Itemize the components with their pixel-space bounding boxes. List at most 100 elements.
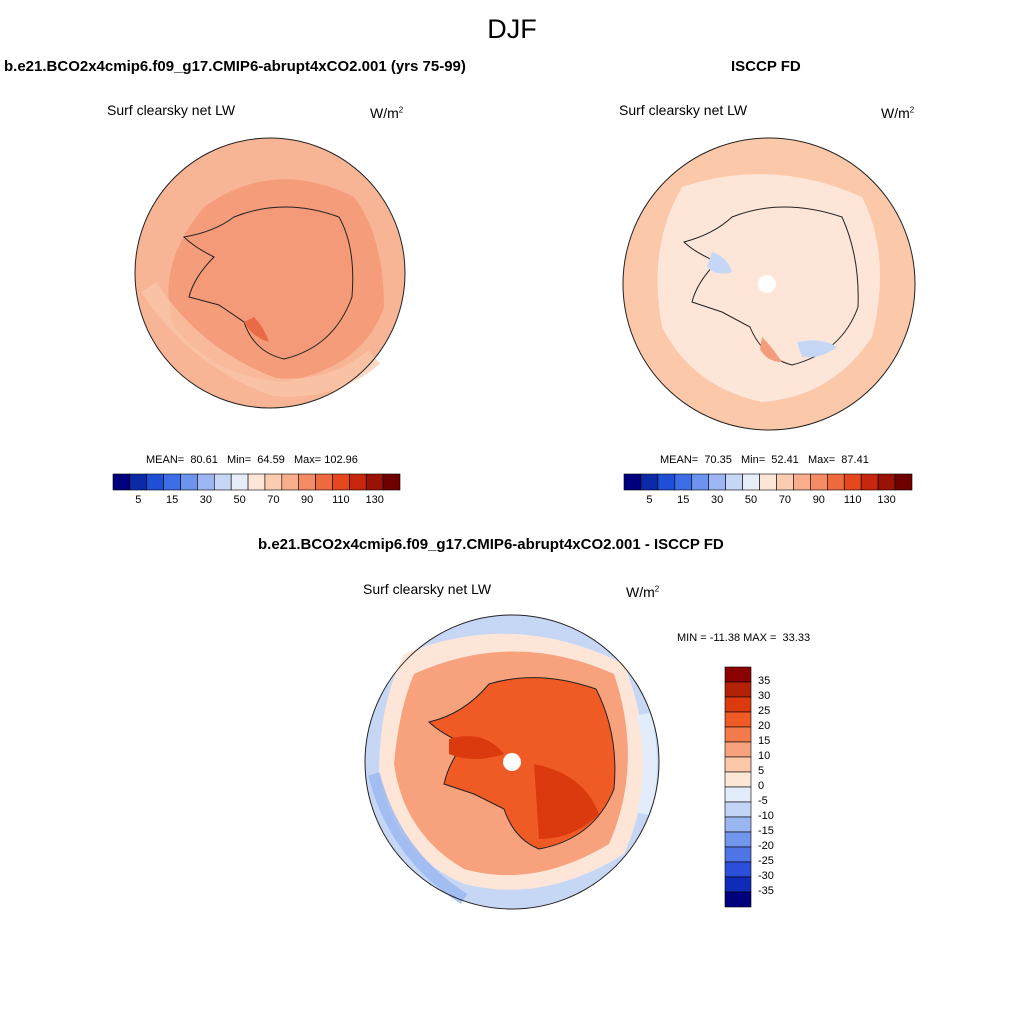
colorbar-cell — [247, 473, 266, 491]
colorbar-tick-label: 110 — [843, 494, 862, 506]
colorbar-cell — [332, 473, 350, 491]
colorbar-cell — [724, 726, 752, 743]
colorbar-cell — [281, 473, 300, 491]
panel-obs-variable: Surf clearsky net LW — [619, 102, 748, 118]
colorbar-cell — [724, 861, 752, 878]
panel-diff-units: W/m2 — [626, 584, 660, 600]
colorbar-cell — [860, 473, 879, 491]
colorbar-cell — [724, 801, 752, 818]
colorbar-cell — [826, 473, 845, 491]
colorbar-tick-label: 70 — [778, 494, 792, 506]
colorbar-cell — [724, 876, 752, 893]
colorbar-tick-label: 30 — [199, 494, 212, 506]
colorbar-tick-label: 0 — [758, 780, 765, 792]
colorbar-tick-label: 25 — [758, 705, 771, 717]
panel-model-colorbar — [112, 473, 401, 491]
colorbar-cell — [315, 473, 333, 491]
panel-model-stats: MEAN= 80.61 Min= 64.59 Max= 102.96 — [146, 454, 358, 466]
colorbar-tick-label: -15 — [758, 825, 774, 837]
colorbar-cell — [146, 473, 164, 491]
colorbar-cell — [264, 473, 283, 491]
colorbar-cell — [213, 473, 232, 491]
colorbar-tick-label: 90 — [812, 494, 825, 506]
panel-diff-variable: Surf clearsky net LW — [363, 581, 492, 597]
colorbar-cell — [776, 473, 794, 491]
panel-obs-title: ISCCP FD — [731, 58, 801, 75]
colorbar-cell — [623, 473, 642, 491]
colorbar-tick-label: 15 — [677, 494, 690, 506]
colorbar-cell — [724, 816, 752, 833]
colorbar-tick-label: 20 — [758, 720, 771, 732]
panel-model-map — [134, 137, 406, 409]
panel-diff-title: b.e21.BCO2x4cmip6.f09_g17.CMIP6-abrupt4x… — [258, 536, 724, 553]
colorbar-cell — [724, 771, 752, 788]
colorbar-cell — [724, 741, 752, 758]
colorbar-cell — [725, 473, 743, 491]
colorbar-tick-label: 30 — [711, 494, 724, 506]
colorbar-tick-label: -25 — [758, 855, 774, 867]
panel-model-title: b.e21.BCO2x4cmip6.f09_g17.CMIP6-abrupt4x… — [4, 58, 466, 75]
colorbar-tick-label: 110 — [332, 494, 350, 506]
panel-model-colorbar-labels: 5 15 30 50 70 90 110 130 — [113, 494, 400, 508]
colorbar-cell — [230, 473, 249, 491]
colorbar-tick-label: 15 — [758, 735, 771, 747]
colorbar-tick-label: -35 — [758, 885, 774, 897]
colorbar-cell — [724, 666, 752, 683]
colorbar-cell — [674, 473, 693, 491]
colorbar-cell — [708, 473, 726, 491]
colorbar-tick-label: -5 — [758, 795, 768, 807]
colorbar-cell — [724, 696, 752, 713]
colorbar-cell — [894, 473, 913, 491]
colorbar-tick-label: 5 — [646, 494, 653, 506]
panel-obs-stats: MEAN= 70.35 Min= 52.41 Max= 87.41 — [660, 454, 869, 466]
colorbar-tick-label: -30 — [758, 870, 774, 882]
panel-obs-colorbar-labels: 5 15 30 50 70 90 110 130 — [624, 494, 912, 508]
colorbar-tick-label: 10 — [758, 750, 771, 762]
colorbar-cell — [365, 473, 384, 491]
colorbar-tick-label: 50 — [744, 494, 758, 506]
colorbar-tick-label: 35 — [758, 675, 771, 687]
colorbar-cell — [724, 756, 752, 773]
colorbar-cell — [724, 891, 752, 908]
colorbar-tick-label: 50 — [233, 494, 246, 506]
colorbar-cell — [349, 473, 367, 491]
panel-obs-colorbar — [623, 473, 913, 491]
colorbar-cell — [298, 473, 316, 491]
season-title: DJF — [487, 14, 537, 44]
colorbar-cell — [877, 473, 896, 491]
colorbar-tick-label: 90 — [301, 494, 314, 506]
colorbar-cell — [724, 681, 752, 698]
colorbar-tick-label: 130 — [877, 494, 896, 506]
colorbar-cell — [180, 473, 198, 491]
colorbar-tick-label: 30 — [758, 690, 771, 702]
panel-diff-stats: MIN = -11.38 MAX = 33.33 — [677, 632, 811, 644]
colorbar-cell — [724, 711, 752, 728]
colorbar-cell — [129, 473, 148, 491]
colorbar-cell — [112, 473, 131, 491]
colorbar-cell — [810, 473, 828, 491]
panel-diff-colorbar — [724, 666, 752, 908]
panel-diff-map — [364, 614, 660, 910]
colorbar-cell — [759, 473, 777, 491]
colorbar-cell — [724, 786, 752, 803]
colorbar-cell — [742, 473, 760, 491]
colorbar-tick-label: 5 — [135, 494, 142, 506]
colorbar-tick-label: 5 — [758, 765, 765, 777]
colorbar-tick-label: -10 — [758, 810, 774, 822]
panel-obs-map — [622, 137, 916, 431]
colorbar-tick-label: 70 — [267, 494, 280, 506]
colorbar-cell — [724, 846, 752, 863]
colorbar-cell — [163, 473, 181, 491]
panel-diff-colorbar-labels: 35 30 25 20 15 10 5 0 -5 -10 -15 -20 -25 -30 -35 — [758, 667, 798, 907]
colorbar-cell — [724, 831, 752, 848]
colorbar-cell — [843, 473, 862, 491]
colorbar-cell — [382, 473, 401, 491]
colorbar-cell — [691, 473, 710, 491]
panel-obs-units: W/m2 — [881, 105, 915, 121]
colorbar-tick-label: 15 — [165, 494, 179, 506]
colorbar-cell — [657, 473, 676, 491]
colorbar-cell — [793, 473, 811, 491]
panel-model-variable: Surf clearsky net LW — [107, 102, 236, 118]
colorbar-tick-label: 130 — [365, 494, 384, 506]
colorbar-tick-label: -20 — [758, 840, 774, 852]
